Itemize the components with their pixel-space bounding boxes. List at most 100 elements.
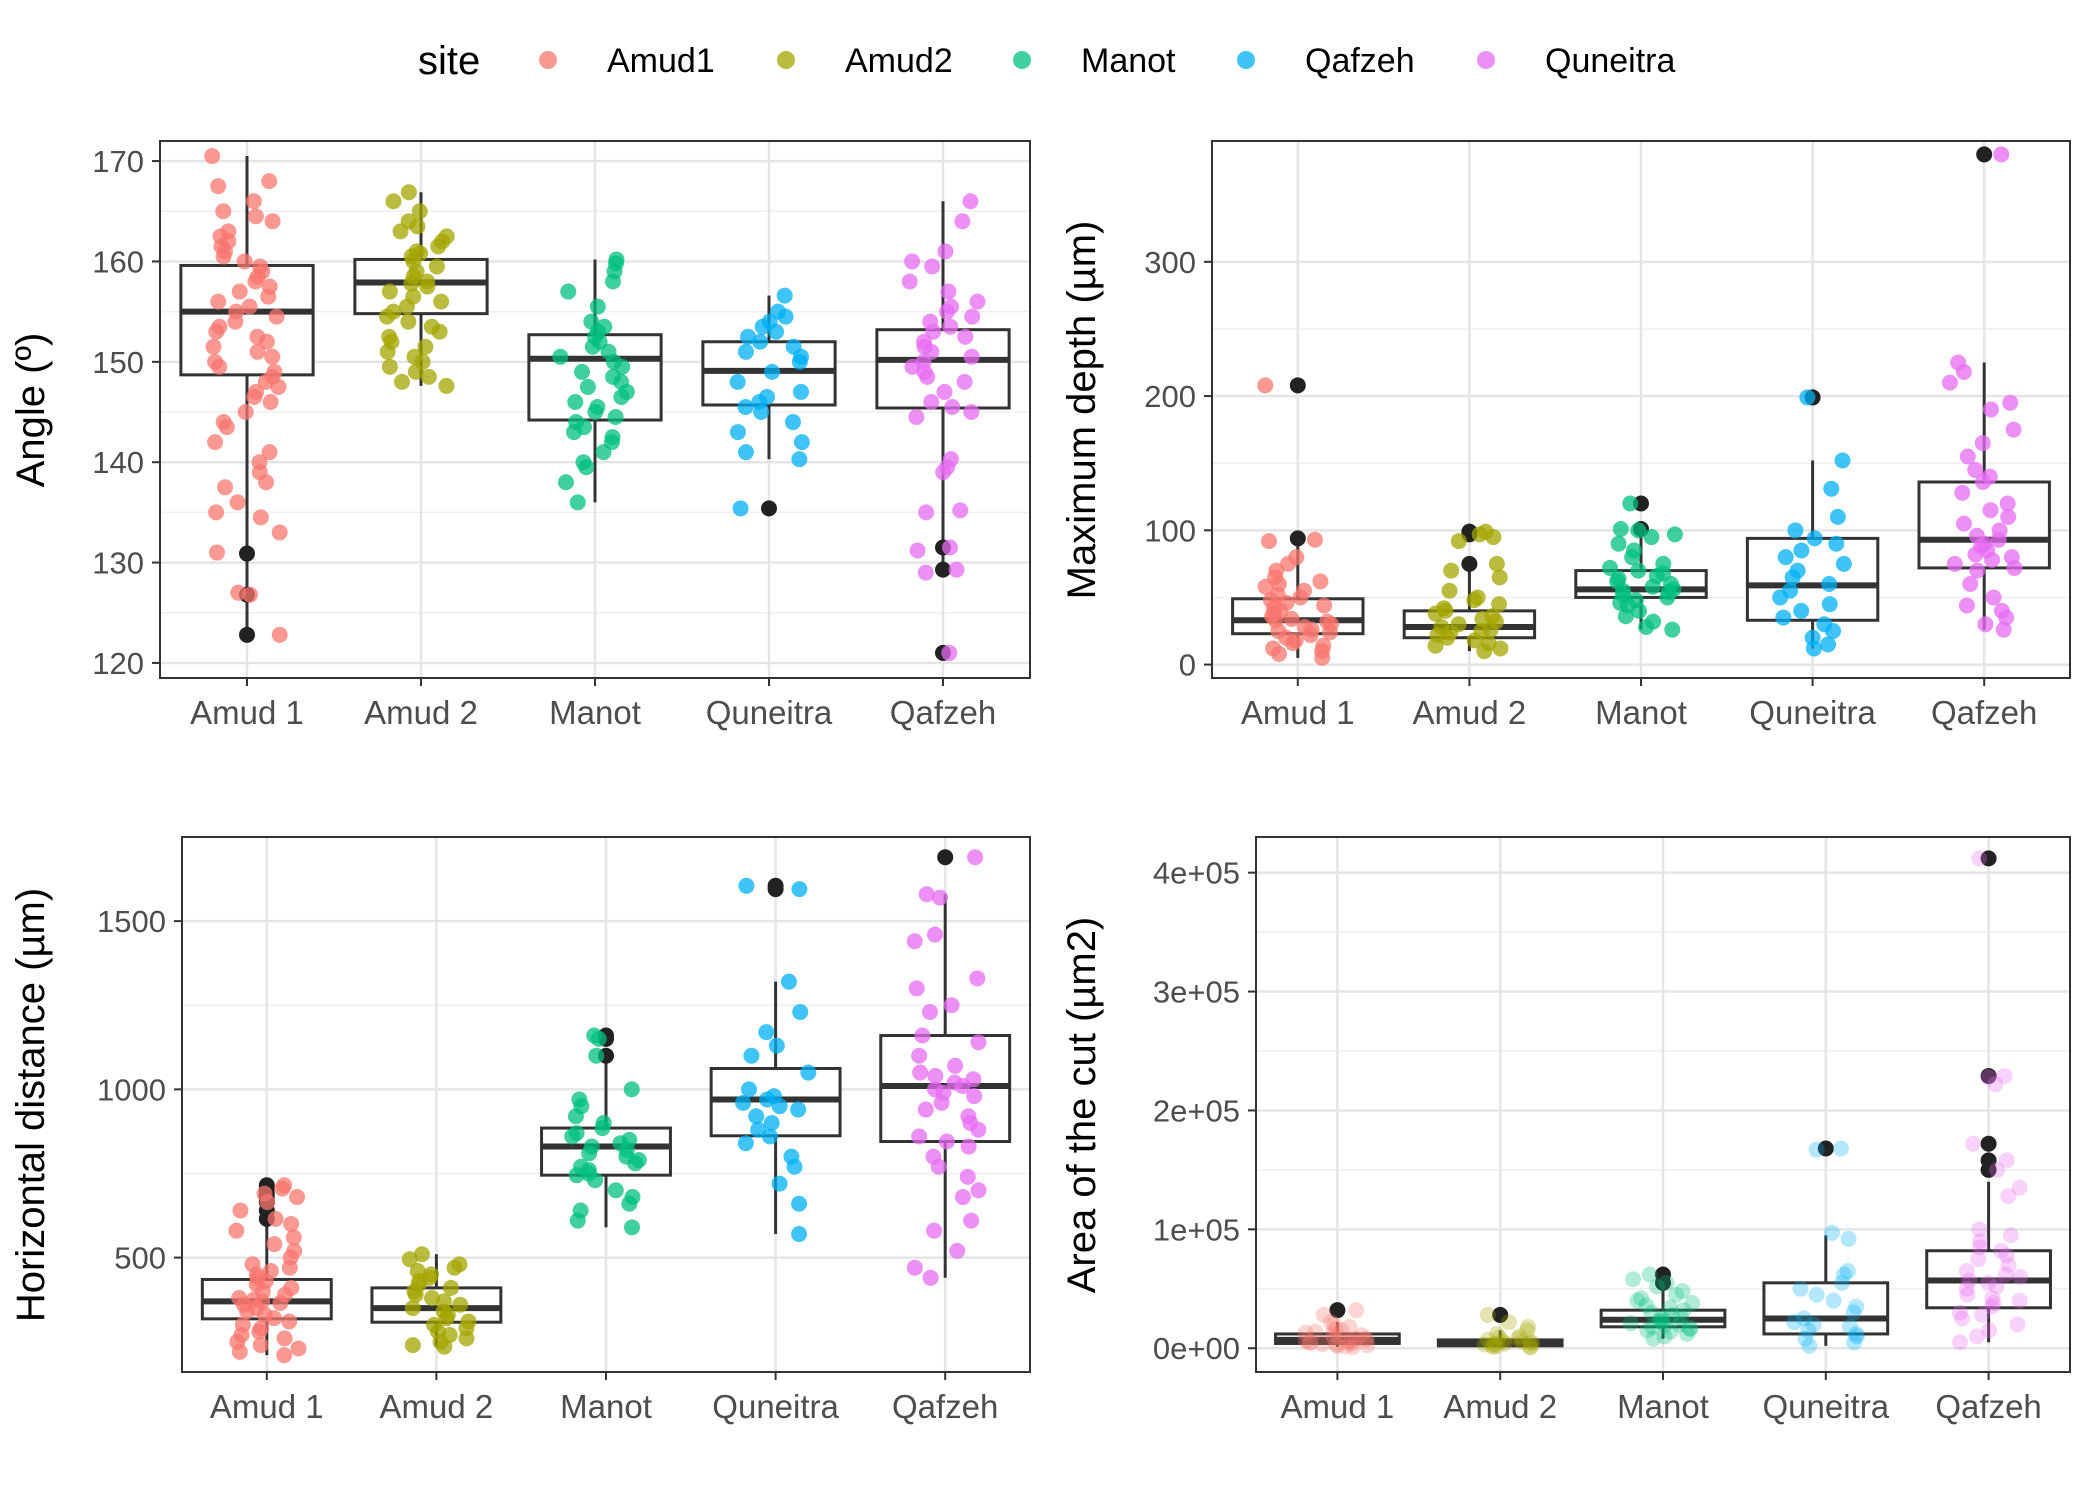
- data-point: [266, 1236, 283, 1253]
- y-tick-label: 500: [114, 1241, 166, 1276]
- data-point: [1488, 1325, 1505, 1342]
- data-point: [1984, 1298, 2001, 1315]
- data-point: [247, 208, 264, 225]
- data-point: [939, 303, 956, 320]
- data-point: [904, 358, 921, 375]
- data-point: [252, 1337, 269, 1354]
- data-point: [1989, 1161, 2006, 1178]
- data-point: [1270, 645, 1287, 662]
- legend-label-manot: Manot: [1081, 42, 1176, 80]
- data-point: [578, 459, 595, 476]
- data-point: [941, 644, 958, 661]
- data-point: [1974, 435, 1991, 452]
- data-point: [923, 393, 940, 410]
- data-point: [935, 464, 952, 481]
- y-tick-label: 150: [92, 345, 144, 380]
- data-point: [1787, 522, 1804, 539]
- data-point: [587, 404, 604, 421]
- outlier-point: [935, 561, 951, 578]
- data-point: [245, 193, 262, 210]
- data-point: [566, 424, 583, 441]
- data-point: [1315, 1306, 1332, 1323]
- data-point: [1796, 1310, 1813, 1327]
- x-tick-label: Manot: [1595, 694, 1687, 731]
- data-point: [969, 970, 986, 987]
- data-point: [569, 494, 586, 511]
- x-tick-label: Amud 1: [1241, 694, 1355, 731]
- data-point: [1656, 1328, 1673, 1345]
- data-point: [1674, 1283, 1691, 1300]
- data-point: [1993, 146, 2010, 163]
- data-point: [758, 1024, 775, 1041]
- data-point: [1784, 569, 1801, 586]
- data-point: [413, 1246, 430, 1263]
- data-point: [1327, 1321, 1344, 1338]
- data-point: [954, 1077, 971, 1094]
- data-point: [750, 1121, 767, 1138]
- data-point: [1649, 1278, 1666, 1295]
- data-point: [438, 377, 455, 394]
- panel-horizontal-distance: 500 1000 1500 Amud 1 Amud 2 Manot Quneitra Qafz…: [9, 836, 1031, 1425]
- data-point: [1997, 1266, 2014, 1283]
- data-point: [791, 881, 808, 898]
- data-point: [1520, 1318, 1537, 1335]
- outlier-point: [1976, 146, 1993, 163]
- data-point: [401, 1251, 418, 1268]
- data-point: [595, 444, 612, 461]
- data-point: [1257, 578, 1274, 595]
- data-point: [579, 378, 596, 395]
- data-point: [569, 1212, 586, 1229]
- data-point: [1973, 1306, 1990, 1323]
- data-point: [604, 273, 621, 290]
- data-point: [1664, 621, 1681, 638]
- data-point: [1835, 555, 1852, 572]
- data-point: [918, 504, 935, 521]
- data-point: [737, 343, 754, 360]
- data-point: [1645, 1330, 1662, 1347]
- data-point: [737, 444, 754, 461]
- outlier-point: [1289, 530, 1306, 547]
- data-point: [906, 933, 923, 950]
- data-point: [1971, 850, 1988, 867]
- data-point: [1799, 389, 1816, 406]
- data-point: [786, 1158, 803, 1175]
- data-point: [1662, 1299, 1679, 1316]
- data-point: [784, 414, 801, 431]
- data-point: [768, 1037, 785, 1054]
- data-point: [588, 1047, 605, 1064]
- data-point: [1972, 1233, 1989, 1250]
- data-point: [433, 293, 450, 310]
- outlier-point: [239, 545, 255, 562]
- outlier-point: [1817, 1140, 1834, 1157]
- data-point: [1307, 1323, 1324, 1340]
- data-point: [930, 1158, 947, 1175]
- data-point: [1975, 473, 1992, 490]
- data-point: [260, 288, 277, 305]
- box-quneitra: [1762, 1281, 1890, 1336]
- data-point: [276, 1330, 293, 1347]
- data-point: [400, 184, 417, 201]
- y-tick-label: 140: [92, 445, 144, 480]
- data-point: [1666, 526, 1683, 543]
- data-point: [557, 474, 574, 491]
- data-point: [1341, 1318, 1358, 1335]
- data-point: [1821, 596, 1838, 613]
- data-point: [1982, 502, 1999, 519]
- data-point: [792, 1003, 809, 1020]
- data-point: [1682, 1321, 1699, 1338]
- data-point: [1775, 609, 1792, 626]
- data-point: [1965, 1135, 1982, 1152]
- data-point: [1328, 1336, 1345, 1353]
- data-point: [1958, 597, 1975, 614]
- outlier-point: [761, 500, 777, 517]
- data-point: [568, 1167, 585, 1184]
- data-point: [1631, 602, 1648, 619]
- data-point: [1522, 1338, 1539, 1355]
- data-point: [1998, 609, 2015, 626]
- data-point: [1629, 1292, 1646, 1309]
- data-point: [906, 1259, 923, 1276]
- data-point: [1357, 1330, 1374, 1347]
- data-point: [1982, 401, 1999, 418]
- data-point: [937, 243, 954, 260]
